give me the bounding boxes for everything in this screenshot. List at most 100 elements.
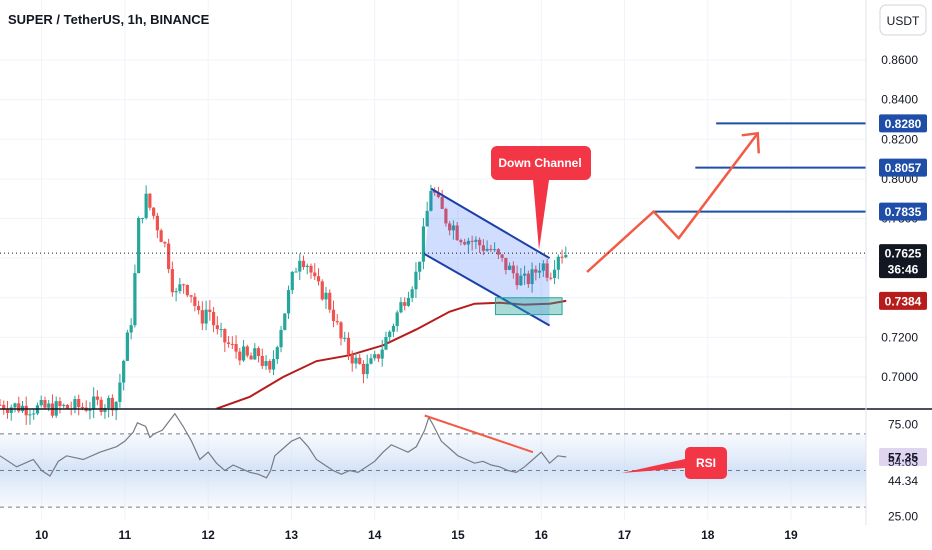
candle-body xyxy=(395,312,399,326)
candle-body xyxy=(189,295,193,297)
candle xyxy=(174,287,178,302)
candle-body xyxy=(564,254,568,258)
candle-body xyxy=(290,271,294,291)
price-labels: 0.8280 0.8057 0.7835 0.7625 36:46 0.7384 57.35 xyxy=(879,114,927,467)
candle-body xyxy=(481,245,485,251)
currency-button[interactable]: USDT xyxy=(879,4,927,36)
support-box xyxy=(494,297,563,316)
candle-body xyxy=(260,355,264,366)
candle xyxy=(406,291,411,307)
candle-body xyxy=(474,239,478,242)
projection-arrow-path xyxy=(586,132,759,273)
candle xyxy=(125,329,130,362)
candle xyxy=(65,404,70,409)
candle xyxy=(208,300,212,321)
candle xyxy=(511,261,515,279)
candle xyxy=(39,395,43,408)
candle xyxy=(58,397,62,414)
candle xyxy=(534,265,538,281)
candle-body xyxy=(526,273,530,285)
candle xyxy=(279,325,283,353)
candle-body xyxy=(324,292,328,300)
candle-body xyxy=(522,273,527,276)
candle-body xyxy=(58,401,62,406)
candle-body xyxy=(534,269,538,273)
candle xyxy=(354,352,358,369)
candle xyxy=(395,310,399,332)
candle-body xyxy=(294,271,298,273)
candle xyxy=(260,348,264,369)
time-tick-1: 11 xyxy=(119,528,132,542)
candle-body xyxy=(245,346,249,356)
price-label-text-5: 0.7384 xyxy=(885,294,922,308)
candle xyxy=(13,402,17,413)
candle xyxy=(234,335,238,359)
candle-body xyxy=(223,329,227,343)
chart-title: SUPER / TetherUS, 1h, BINANCE xyxy=(8,12,210,27)
candle xyxy=(196,300,201,315)
candle-body xyxy=(24,405,28,416)
candle-body xyxy=(313,272,317,277)
candle xyxy=(343,331,347,342)
price-label-text-3: 0.7625 xyxy=(885,247,922,261)
price-label-target xyxy=(879,158,927,177)
candle xyxy=(215,316,219,335)
candle-body xyxy=(174,291,178,293)
candle-body xyxy=(196,305,201,311)
candle-body xyxy=(65,404,70,409)
candle-body xyxy=(440,197,444,209)
candle-body xyxy=(133,273,137,326)
candle xyxy=(384,331,388,351)
candle-body xyxy=(5,409,10,413)
candle-body xyxy=(448,223,452,231)
candle xyxy=(391,323,396,337)
candle-body xyxy=(350,354,354,364)
candle xyxy=(380,339,384,367)
candle-body xyxy=(515,273,519,286)
price-label-text-1: 0.8057 xyxy=(885,161,922,175)
candle xyxy=(133,264,137,328)
candle xyxy=(346,332,351,360)
candle xyxy=(95,390,100,406)
candle-body xyxy=(241,346,246,361)
candle-body xyxy=(148,193,152,208)
candle xyxy=(418,261,422,281)
candle xyxy=(32,409,36,420)
candle-body xyxy=(122,360,126,383)
candle-body xyxy=(114,401,118,411)
time-tick-8: 18 xyxy=(701,528,715,542)
price-tick-0: 0.8600 xyxy=(881,53,918,67)
candle xyxy=(549,272,553,281)
candle-body xyxy=(560,256,564,258)
rsi-current-label xyxy=(879,448,927,467)
candle-body xyxy=(275,347,279,360)
candle-body xyxy=(226,342,231,344)
candle xyxy=(301,255,306,270)
candle-body xyxy=(144,193,148,219)
time-tick-3: 13 xyxy=(285,528,299,542)
candle xyxy=(271,350,276,376)
candle-body xyxy=(414,271,418,290)
rsi-current-text: 57.35 xyxy=(888,451,918,465)
candle-body xyxy=(193,296,197,306)
candle xyxy=(448,220,452,236)
channel-fill xyxy=(424,188,550,326)
candle-body xyxy=(152,207,156,216)
candle-body xyxy=(62,404,66,406)
candle xyxy=(309,263,313,279)
candle xyxy=(182,283,186,294)
time-scale[interactable]: 10 11 12 13 14 15 16 17 18 19 xyxy=(35,528,798,542)
candle xyxy=(226,335,231,348)
candle-body xyxy=(256,348,261,356)
candle xyxy=(62,403,66,409)
candle-body xyxy=(9,407,13,413)
candle-body xyxy=(530,269,534,285)
candle xyxy=(298,253,302,281)
rsi-tick-1: 54.63 xyxy=(888,455,918,469)
candle xyxy=(496,248,500,260)
candle xyxy=(500,253,504,262)
candle-body xyxy=(459,240,463,243)
candle xyxy=(99,396,103,416)
candle-body xyxy=(425,210,429,227)
